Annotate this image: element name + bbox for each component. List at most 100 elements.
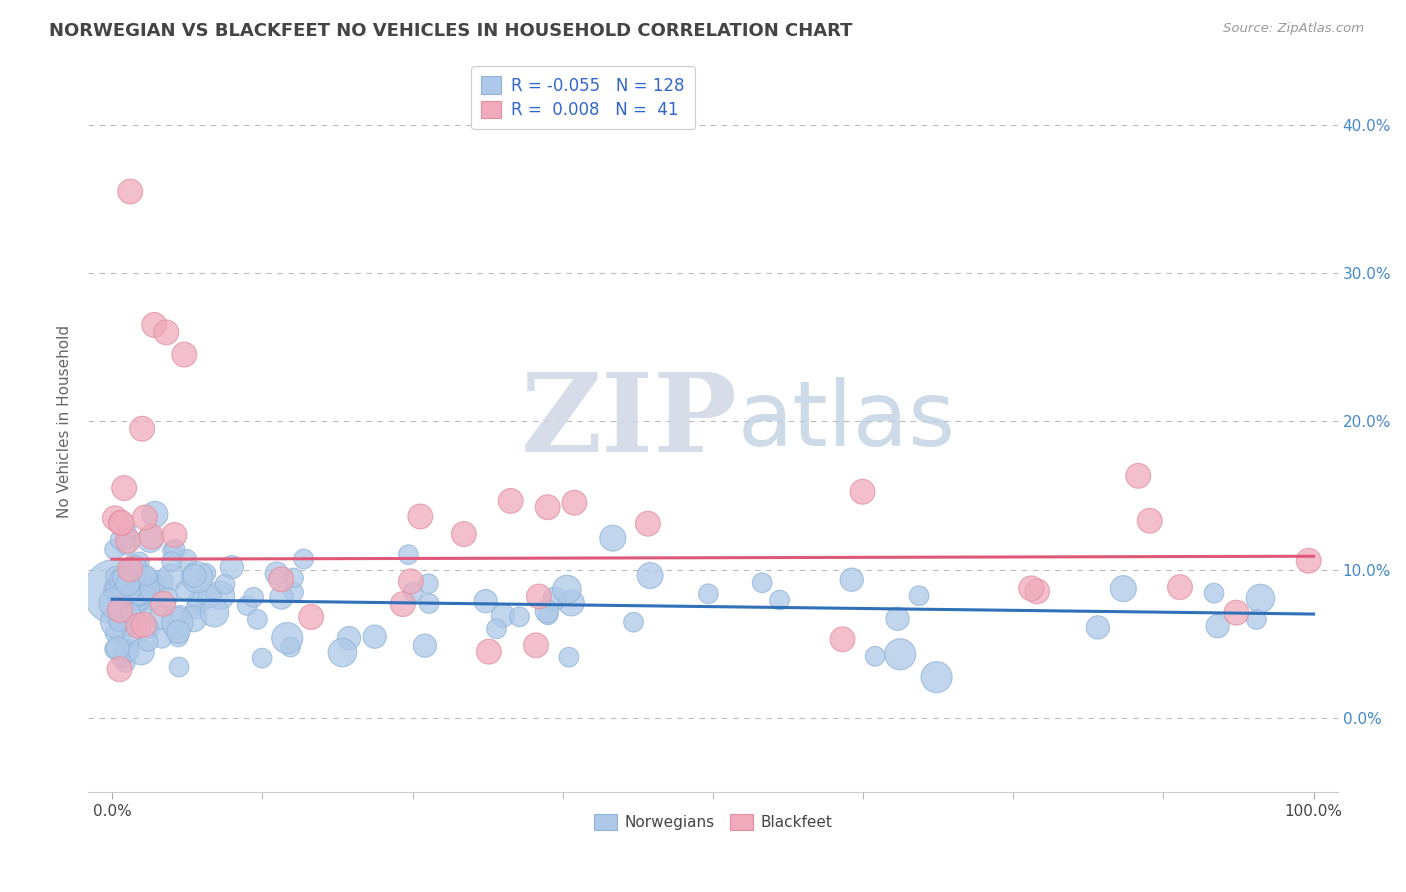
Point xyxy=(558,650,581,665)
Point xyxy=(143,508,166,522)
Point xyxy=(204,606,226,620)
Point xyxy=(128,588,150,602)
Point xyxy=(104,626,127,640)
Point xyxy=(492,608,515,623)
Point xyxy=(118,533,141,547)
Point xyxy=(364,630,387,644)
Point xyxy=(1246,612,1268,626)
Point xyxy=(132,617,155,632)
Point xyxy=(184,602,207,616)
Point xyxy=(332,646,354,660)
Point xyxy=(697,587,720,601)
Point xyxy=(214,577,236,591)
Point xyxy=(110,580,132,594)
Point xyxy=(108,599,131,613)
Point xyxy=(183,612,205,626)
Point xyxy=(169,610,191,624)
Point xyxy=(115,538,138,552)
Point xyxy=(121,583,143,598)
Point xyxy=(128,584,150,599)
Point xyxy=(925,670,948,684)
Point xyxy=(564,496,586,510)
Point xyxy=(139,533,162,547)
Point xyxy=(751,575,773,590)
Point xyxy=(143,577,166,591)
Point xyxy=(141,530,163,544)
Point xyxy=(1087,620,1109,634)
Point xyxy=(270,591,292,605)
Point xyxy=(167,660,190,674)
Point xyxy=(122,561,145,575)
Point xyxy=(163,542,186,557)
Point xyxy=(270,573,292,587)
Point xyxy=(176,552,198,566)
Point xyxy=(135,572,157,586)
Point xyxy=(136,568,159,582)
Point xyxy=(537,607,560,622)
Text: ZIP: ZIP xyxy=(522,368,738,475)
Point xyxy=(125,567,148,582)
Point xyxy=(129,593,152,607)
Point xyxy=(155,326,177,340)
Point xyxy=(1112,582,1135,596)
Point xyxy=(134,510,156,524)
Point xyxy=(115,530,138,544)
Point xyxy=(1019,582,1042,596)
Point xyxy=(110,516,132,530)
Point xyxy=(104,542,127,557)
Point xyxy=(280,640,302,654)
Point xyxy=(120,585,142,599)
Point xyxy=(1298,554,1320,568)
Point xyxy=(104,582,127,597)
Point xyxy=(150,610,173,624)
Point xyxy=(768,593,790,607)
Point xyxy=(863,649,886,664)
Point xyxy=(399,574,422,589)
Point xyxy=(536,604,558,618)
Point xyxy=(122,629,145,643)
Point xyxy=(392,597,415,611)
Point xyxy=(886,612,908,626)
Text: atlas: atlas xyxy=(738,377,956,466)
Point xyxy=(174,583,197,598)
Point xyxy=(108,615,131,629)
Point xyxy=(246,612,269,626)
Point xyxy=(499,494,522,508)
Text: NORWEGIAN VS BLACKFEET NO VEHICLES IN HOUSEHOLD CORRELATION CHART: NORWEGIAN VS BLACKFEET NO VEHICLES IN HO… xyxy=(49,22,852,40)
Point xyxy=(108,603,131,617)
Point xyxy=(138,622,160,636)
Point xyxy=(128,582,150,597)
Point xyxy=(418,597,440,611)
Point xyxy=(889,647,911,661)
Point xyxy=(413,639,436,653)
Point xyxy=(107,641,129,656)
Point xyxy=(1168,580,1191,594)
Point xyxy=(198,589,221,603)
Point xyxy=(131,422,153,436)
Legend: Norwegians, Blackfeet: Norwegians, Blackfeet xyxy=(588,808,838,836)
Point xyxy=(139,593,162,607)
Point xyxy=(115,524,138,538)
Point xyxy=(638,568,661,582)
Point xyxy=(1249,591,1271,606)
Point xyxy=(508,609,530,624)
Point xyxy=(292,552,315,566)
Point xyxy=(117,533,139,548)
Point xyxy=(117,577,139,591)
Point xyxy=(120,619,142,633)
Point xyxy=(128,555,150,569)
Point xyxy=(188,594,211,608)
Point xyxy=(276,631,298,645)
Point xyxy=(160,554,183,568)
Point xyxy=(107,615,129,629)
Point xyxy=(560,596,582,610)
Y-axis label: No Vehicles in Household: No Vehicles in Household xyxy=(58,325,72,518)
Point xyxy=(474,594,496,608)
Point xyxy=(527,590,550,604)
Text: Source: ZipAtlas.com: Source: ZipAtlas.com xyxy=(1223,22,1364,36)
Point xyxy=(831,632,853,647)
Point xyxy=(150,574,173,589)
Point xyxy=(110,516,132,530)
Point xyxy=(120,562,142,576)
Point xyxy=(209,588,232,602)
